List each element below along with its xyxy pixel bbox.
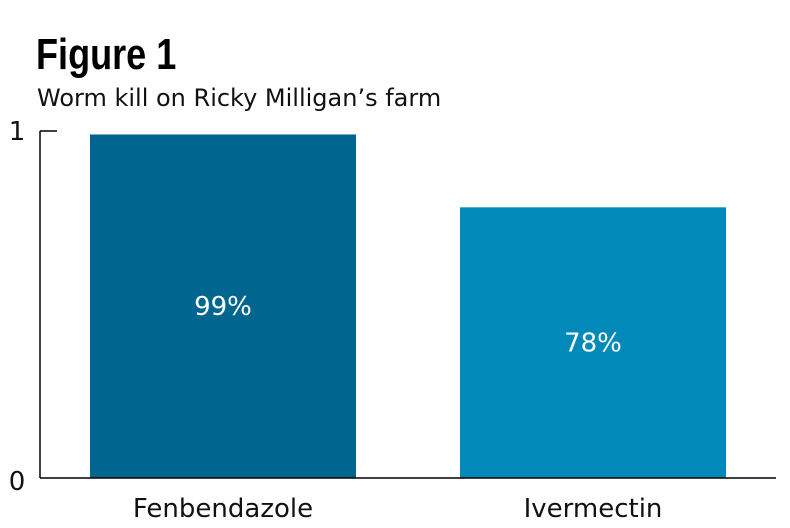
chart-title: Figure 1 <box>36 30 177 79</box>
y-tick-label: 1 <box>9 117 26 147</box>
bar-ivermectin <box>460 207 726 478</box>
x-tick-label: Ivermectin <box>524 494 663 524</box>
data-label: 78% <box>564 329 622 359</box>
data-label: 99% <box>194 292 252 322</box>
bar-fenbendazole <box>90 134 356 478</box>
y-tick-label: 0 <box>9 467 26 497</box>
x-tick-label: Fenbendazole <box>133 494 313 524</box>
chart-subtitle: Worm kill on Ricky Milligan’s farm <box>37 84 442 112</box>
